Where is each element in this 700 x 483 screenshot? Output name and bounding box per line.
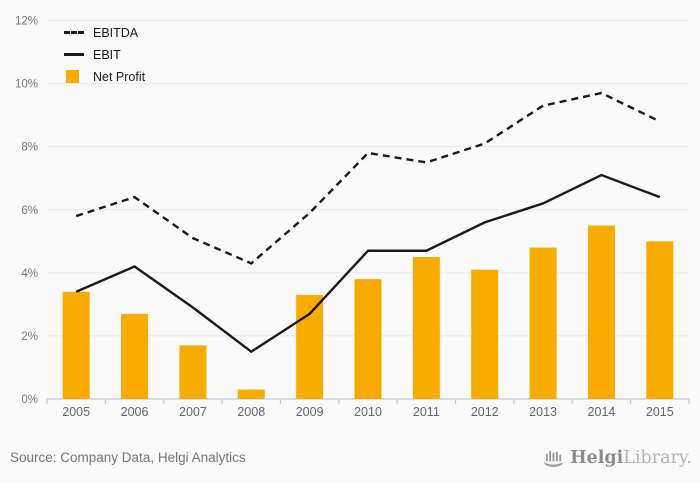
bar-2013 [529, 247, 557, 399]
x-tick-label-2006: 2006 [121, 405, 149, 419]
legend-label-ebit: EBIT [93, 47, 121, 62]
bar-2009 [296, 294, 324, 399]
y-tick-label-8: 8% [21, 142, 38, 154]
chart-legend: EBITDA EBIT Net Profit [64, 24, 145, 85]
y-tick-label-4: 4% [21, 268, 38, 280]
bar-2014 [587, 225, 615, 399]
legend-item-ebitda: EBITDA [64, 24, 145, 41]
ebit-solid-line-icon [64, 53, 84, 56]
bar-2011 [412, 257, 440, 399]
bar-2015 [646, 241, 674, 399]
x-tick-label-2014: 2014 [588, 405, 616, 419]
legend-item-net-profit: Net Profit [64, 68, 145, 85]
logo-text-helgi: Helgi [570, 448, 624, 468]
ebitda-dashed-line-icon [64, 31, 84, 34]
bar-2005 [62, 291, 90, 399]
x-tick-label-2015: 2015 [646, 405, 674, 419]
helgi-library-logo: Helgi Library. [542, 446, 692, 470]
y-tick-label-2: 2% [21, 331, 38, 343]
y-tick-label-0: 0% [21, 394, 38, 406]
legend-label-ebitda: EBITDA [93, 25, 139, 40]
x-tick-label-2012: 2012 [471, 405, 499, 419]
x-tick-label-2007: 2007 [179, 405, 207, 419]
x-tick-label-2008: 2008 [237, 405, 265, 419]
ebit-line [75, 173, 661, 354]
combo-chart: 0% 2% 4% 6% 8% 10% 12% 2005 2006 2007 2008 2009 2010… [15, 16, 690, 419]
net-profit-swatch-icon [66, 70, 79, 83]
x-tick-label-2009: 2009 [296, 405, 324, 419]
x-tick-label-2011: 2011 [413, 405, 440, 419]
bar-2012 [471, 269, 499, 399]
y-tick-label-12: 12% [15, 16, 38, 28]
y-tick-label-10: 10% [15, 79, 38, 91]
source-text: Source: Company Data, Helgi Analytics [10, 450, 246, 465]
y-tick-label-6: 6% [21, 205, 38, 217]
x-tick-label-2010: 2010 [354, 405, 382, 419]
bar-2006 [121, 313, 149, 399]
x-tick-label-2005: 2005 [62, 405, 90, 419]
x-tick-label-2013: 2013 [529, 405, 557, 419]
legend-label-net-profit: Net Profit [93, 69, 146, 84]
bar-2008 [237, 389, 265, 399]
legend-item-ebit: EBIT [64, 46, 145, 63]
ebitda-line [75, 91, 661, 265]
logo-text-library: Library. [623, 448, 692, 468]
bar-2010 [354, 279, 382, 399]
bar-chart-boat-icon [543, 450, 564, 467]
bar-2007 [179, 345, 207, 399]
